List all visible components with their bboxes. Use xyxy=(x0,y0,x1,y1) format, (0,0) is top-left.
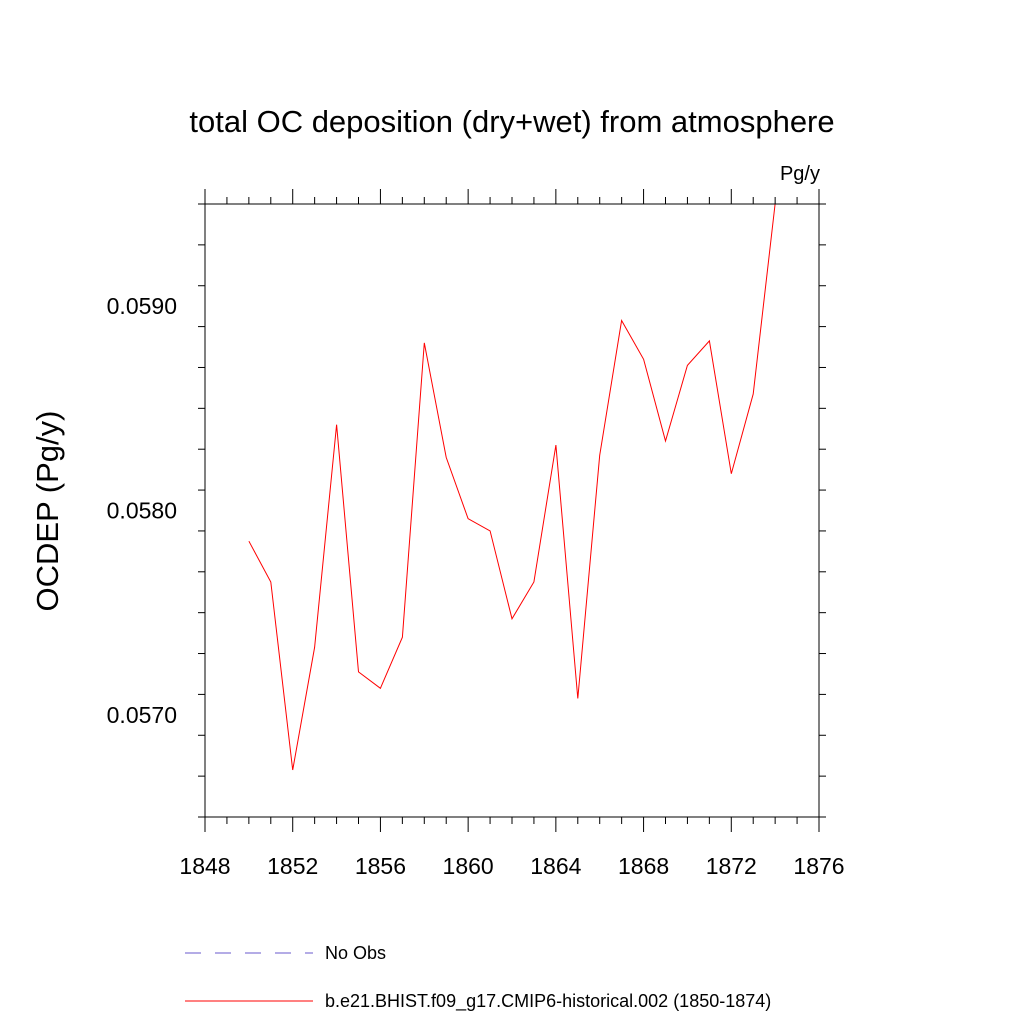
series-layer xyxy=(248,203,776,771)
x-tick-label: 1864 xyxy=(530,853,581,879)
x-tick-label: 1856 xyxy=(355,853,406,879)
legend: No Obs b.e21.BHIST.f09_g17.CMIP6-histori… xyxy=(185,943,771,1012)
y-tick-label: 0.0590 xyxy=(107,293,177,319)
series-line-historical xyxy=(248,203,776,771)
chart-title: total OC deposition (dry+wet) from atmos… xyxy=(189,104,834,139)
x-tick-label: 1868 xyxy=(618,853,669,879)
y-tick-label: 0.0580 xyxy=(107,498,177,524)
x-tick-label: 1852 xyxy=(267,853,318,879)
x-tick-label: 1872 xyxy=(706,853,757,879)
plot-frame xyxy=(204,203,820,818)
x-tick-label: 1860 xyxy=(443,853,494,879)
y-axis-label: OCDEP (Pg/y) xyxy=(30,411,65,612)
units-label: Pg/y xyxy=(780,163,820,185)
x-tick-label: 1876 xyxy=(793,853,844,879)
x-tick-labels: 1848 1852 1856 1860 1864 1868 1872 1876 xyxy=(179,853,844,879)
legend-label-historical: b.e21.BHIST.f09_g17.CMIP6-historical.002… xyxy=(325,991,771,1012)
y-tick-labels: 0.0570 0.0580 0.0590 xyxy=(107,293,177,728)
axis-ticks xyxy=(198,189,826,832)
x-tick-label: 1848 xyxy=(179,853,230,879)
y-tick-label: 0.0570 xyxy=(107,702,177,728)
legend-label-no-obs: No Obs xyxy=(325,943,386,963)
